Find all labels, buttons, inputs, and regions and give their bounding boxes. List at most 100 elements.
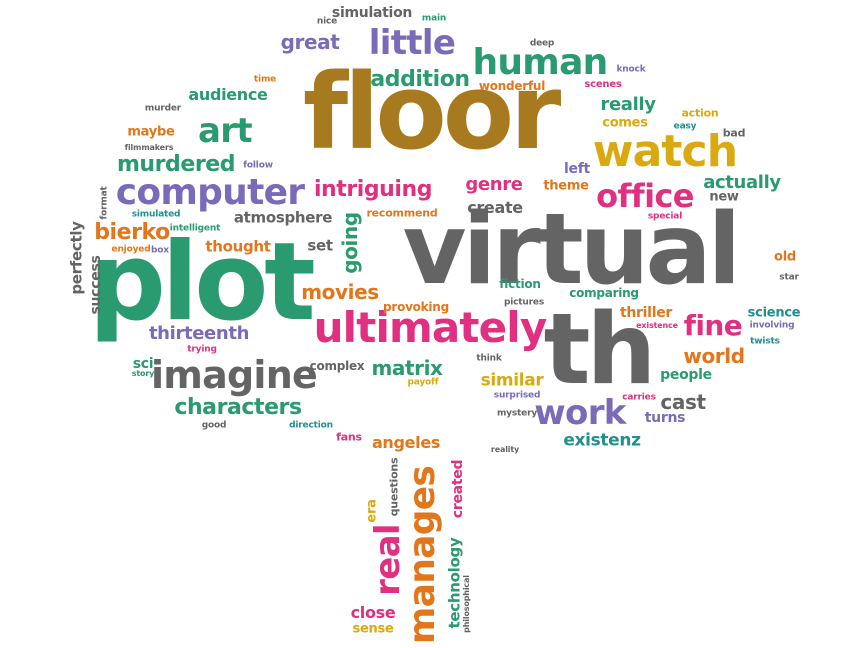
word-time: time <box>253 74 277 85</box>
word-turns: turns <box>644 410 686 426</box>
word-follow: follow <box>243 160 273 171</box>
word-deep: deep <box>529 38 555 49</box>
word-thirteenth: thirteenth <box>148 323 250 344</box>
word-twists: twists <box>750 336 780 347</box>
word-real: real <box>368 524 408 596</box>
word-questions: questions <box>387 457 401 517</box>
word-story: story <box>131 369 155 378</box>
word-reality: reality <box>490 445 520 454</box>
word-existenz: existenz <box>563 430 641 451</box>
word-audience: audience <box>188 85 268 104</box>
word-characters: characters <box>174 395 302 420</box>
word-little: little <box>368 23 456 63</box>
word-great: great <box>280 30 340 54</box>
word-philosophical: philosophical <box>462 575 471 633</box>
word-ultimately: ultimately <box>313 303 548 352</box>
word-format: format <box>99 186 110 220</box>
word-complex: complex <box>309 359 365 373</box>
word-work: work <box>534 393 626 433</box>
word-theme: theme <box>543 178 589 194</box>
word-star: star <box>779 272 799 283</box>
word-manages: manages <box>402 465 443 645</box>
word-perfectly: perfectly <box>67 221 86 295</box>
word-provoking: provoking <box>383 300 449 314</box>
word-created: created <box>450 459 466 519</box>
word-left: left <box>564 161 590 177</box>
word-direction: direction <box>289 420 333 431</box>
word-pictures: pictures <box>503 297 545 308</box>
word-bierko: bierko <box>94 220 170 245</box>
word-thought: thought <box>205 237 271 256</box>
word-imagine: imagine <box>151 353 318 397</box>
word-human: human <box>472 42 608 83</box>
word-really: really <box>600 94 656 115</box>
word-trying: trying <box>187 344 217 355</box>
word-mystery: mystery <box>496 408 538 419</box>
word-science: science <box>747 305 801 321</box>
word-floor: floor <box>302 51 561 173</box>
word-addition: addition <box>370 67 470 92</box>
word-world: world <box>683 344 745 368</box>
word-box: box <box>151 245 169 256</box>
word-fans: fans <box>336 430 362 444</box>
word-murder: murder <box>144 103 182 114</box>
word-bad: bad <box>722 126 746 140</box>
word-recommend: recommend <box>366 206 438 220</box>
word-wonderful: wonderful <box>478 79 546 93</box>
word-thriller: thriller <box>619 305 673 321</box>
word-similar: similar <box>480 370 544 391</box>
word-new: new <box>709 189 739 205</box>
word-comparing: comparing <box>569 286 639 300</box>
word-payoff: payoff <box>407 377 439 388</box>
word-fine: fine <box>683 309 743 342</box>
word-fiction: fiction <box>499 277 541 291</box>
word-going: going <box>338 212 362 274</box>
word-nice: nice <box>316 16 338 27</box>
word-scenes: scenes <box>584 79 622 90</box>
word-cast: cast <box>660 390 706 414</box>
word-genre: genre <box>465 174 523 195</box>
word-comes: comes <box>602 115 648 131</box>
word-atmosphere: atmosphere <box>233 208 333 227</box>
word-murdered: murdered <box>116 152 236 177</box>
word-angeles: angeles <box>371 433 441 452</box>
word-enjoyed: enjoyed <box>111 244 151 255</box>
word-sci: sci <box>132 356 154 372</box>
word-computer: computer <box>115 172 305 213</box>
word-special: special <box>647 211 683 222</box>
word-old: old <box>774 249 796 265</box>
word-surprised: surprised <box>493 390 541 401</box>
word-people: people <box>660 367 712 383</box>
word-create: create <box>467 198 523 217</box>
word-main: main <box>421 13 447 24</box>
word-actually: actually <box>703 172 781 193</box>
word-filmmakers: filmmakers <box>124 143 174 152</box>
word-th: th <box>543 293 657 407</box>
word-good: good <box>201 420 227 431</box>
word-easy: easy <box>673 121 697 132</box>
word-art: art <box>198 111 253 151</box>
word-action: action <box>681 106 719 120</box>
word-existence: existence <box>636 321 678 330</box>
word-watch: watch <box>592 126 738 177</box>
word-involving: involving <box>749 320 795 331</box>
word-intelligent: intelligent <box>169 223 221 234</box>
word-simulation: simulation <box>331 5 413 21</box>
word-office: office <box>596 177 694 215</box>
word-virtual: virtual <box>402 193 742 307</box>
word-intriguing: intriguing <box>313 177 433 202</box>
word-technology: technology <box>445 537 464 629</box>
word-set: set <box>307 236 333 255</box>
word-success: success <box>88 255 104 315</box>
word-maybe: maybe <box>127 124 175 140</box>
word-sense: sense <box>352 621 394 637</box>
word-carries: carries <box>622 392 656 403</box>
word-simulated: simulated <box>131 209 181 220</box>
word-knock: knock <box>616 64 646 75</box>
word-movies: movies <box>301 280 379 304</box>
word-close: close <box>350 603 396 622</box>
word-plot: plot <box>88 220 316 345</box>
word-matrix: matrix <box>371 356 443 380</box>
word-think: think <box>476 353 502 364</box>
